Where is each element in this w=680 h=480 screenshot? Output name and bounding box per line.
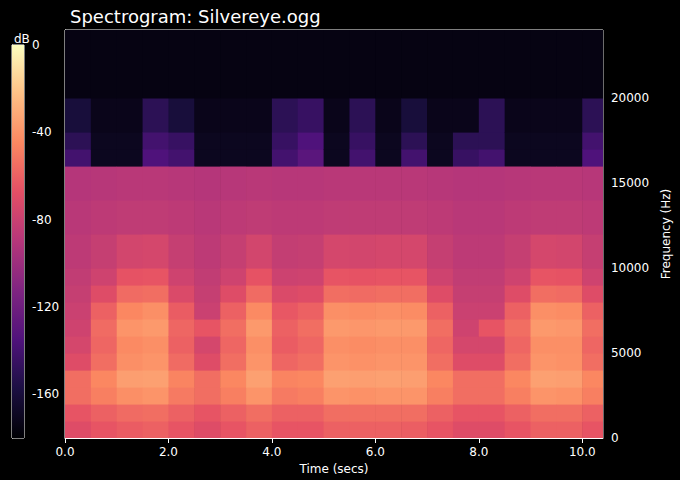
svg-text:-120: -120 xyxy=(32,300,59,314)
svg-text:10.0: 10.0 xyxy=(569,445,596,459)
svg-text:0: 0 xyxy=(32,38,40,52)
svg-text:-40: -40 xyxy=(32,125,52,139)
svg-text:Time (secs): Time (secs) xyxy=(298,462,368,476)
svg-text:dB: dB xyxy=(14,32,30,46)
svg-text:-160: -160 xyxy=(32,387,59,401)
svg-text:2.0: 2.0 xyxy=(159,445,178,459)
svg-text:5000: 5000 xyxy=(611,346,642,360)
svg-text:0: 0 xyxy=(611,431,619,445)
svg-text:4.0: 4.0 xyxy=(262,445,281,459)
svg-text:Frequency (Hz): Frequency (Hz) xyxy=(659,189,673,280)
svg-text:20000: 20000 xyxy=(611,91,649,105)
svg-text:6.0: 6.0 xyxy=(366,445,385,459)
svg-text:8.0: 8.0 xyxy=(469,445,488,459)
svg-text:15000: 15000 xyxy=(611,176,649,190)
svg-text:Spectrogram: Silvereye.ogg: Spectrogram: Silvereye.ogg xyxy=(70,6,321,27)
svg-text:0.0: 0.0 xyxy=(55,445,74,459)
svg-text:10000: 10000 xyxy=(611,261,649,275)
svg-text:-80: -80 xyxy=(32,213,52,227)
